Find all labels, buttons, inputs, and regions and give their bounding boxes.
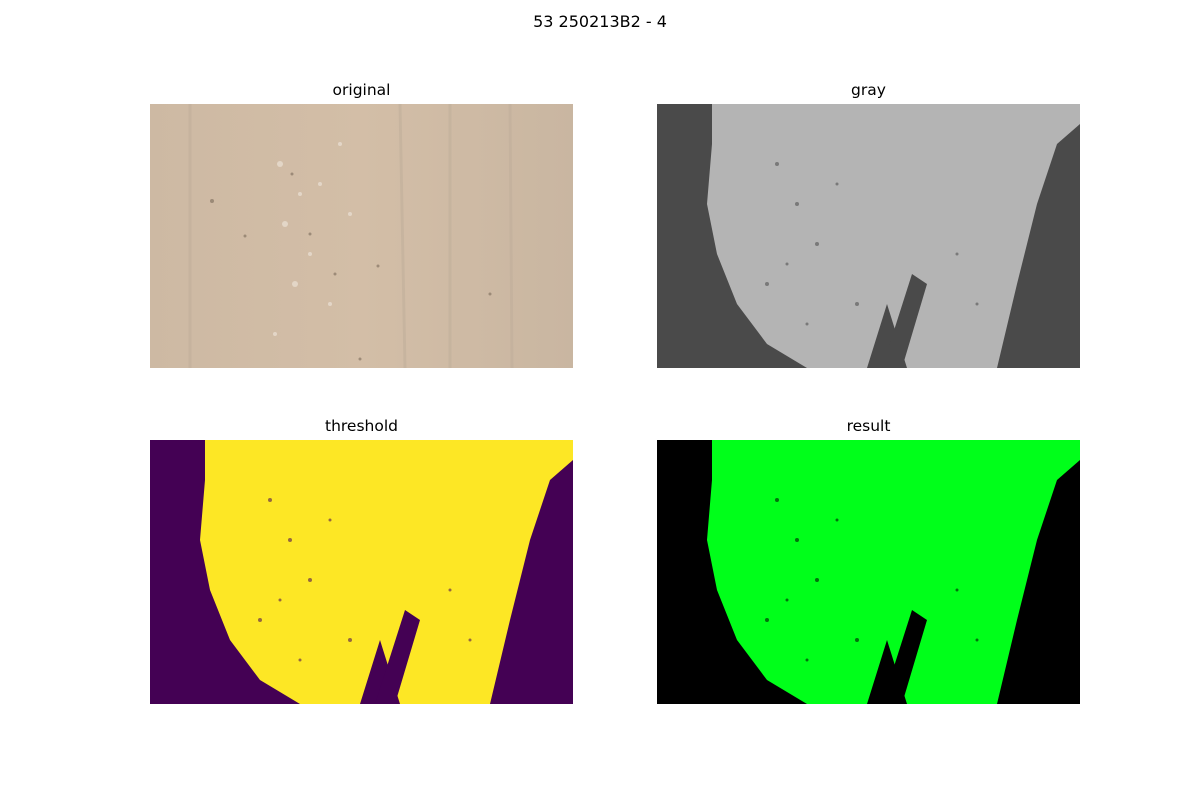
threshold-image: [150, 440, 573, 704]
gray-image: [657, 104, 1080, 368]
result-image: [657, 440, 1080, 704]
figure-title: 53 250213B2 - 4: [533, 12, 667, 31]
panel-title-gray: gray: [851, 81, 886, 99]
original-image: [150, 104, 573, 368]
threshold-image-panel: [150, 440, 573, 704]
panel-title-result: result: [846, 417, 891, 435]
original-image-panel: [150, 104, 573, 368]
result-image-panel: [657, 440, 1080, 704]
panel-title-original: original: [332, 81, 391, 99]
panel-title-threshold: threshold: [325, 417, 398, 435]
gray-image-panel: [657, 104, 1080, 368]
